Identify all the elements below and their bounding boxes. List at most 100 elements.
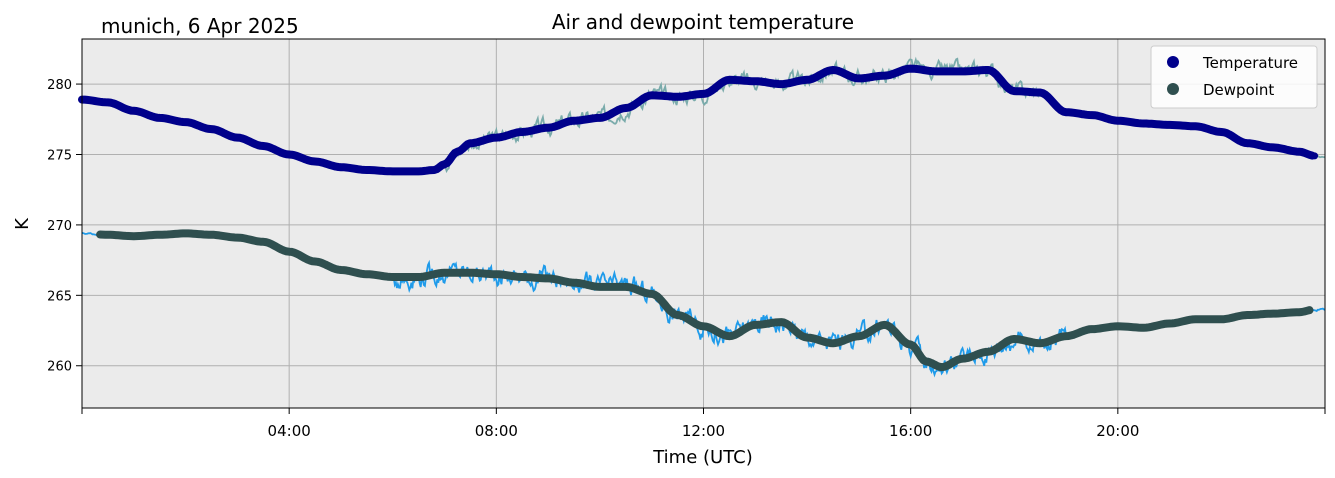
legend-marker-dewpoint — [1167, 83, 1179, 95]
data-point-dewpoint — [544, 274, 552, 282]
data-point-temperature — [1166, 121, 1174, 129]
data-point-dewpoint — [208, 231, 215, 239]
data-point-temperature — [233, 134, 241, 142]
data-point-temperature — [1140, 120, 1148, 127]
data-point-temperature — [622, 104, 630, 112]
data-point-temperature — [1062, 108, 1070, 116]
data-point-temperature — [208, 125, 215, 133]
data-point-dewpoint — [674, 311, 682, 319]
data-point-temperature — [1295, 148, 1303, 156]
data-point-temperature — [415, 167, 423, 175]
data-point-temperature — [674, 93, 682, 101]
data-point-dewpoint — [466, 269, 474, 277]
data-point-dewpoint — [518, 273, 526, 281]
data-point-dewpoint — [855, 332, 863, 340]
x-tick-label: 20:00 — [1096, 422, 1139, 440]
data-point-dewpoint — [363, 270, 371, 278]
data-point-dewpoint — [570, 279, 578, 287]
data-point-temperature — [751, 77, 759, 85]
chart-title: Air and dewpoint temperature — [552, 10, 854, 34]
data-point-temperature — [1010, 87, 1018, 95]
y-axis-ticks: 260 265 270 275 280 — [47, 78, 82, 375]
y-tick-label: 280 — [47, 78, 72, 93]
data-point-temperature — [259, 142, 267, 150]
data-point-dewpoint — [700, 322, 707, 330]
data-point-dewpoint — [829, 339, 837, 347]
legend: Temperature Dewpoint — [1150, 45, 1318, 109]
data-point-dewpoint — [1088, 325, 1096, 333]
data-point-temperature — [725, 76, 733, 84]
data-point-dewpoint — [130, 232, 138, 240]
data-point-temperature — [337, 163, 345, 171]
data-point-dewpoint — [1114, 322, 1122, 330]
x-tick-label: 16:00 — [889, 422, 932, 440]
chart-subtitle: munich, 6 Apr 2025 — [101, 14, 299, 38]
data-point-dewpoint — [182, 229, 190, 237]
data-point-dewpoint — [803, 334, 811, 342]
data-point-dewpoint — [1192, 315, 1199, 323]
data-point-temperature — [285, 151, 293, 158]
data-point-temperature — [803, 76, 811, 84]
data-point-temperature — [544, 124, 552, 132]
data-point-temperature — [1217, 128, 1225, 136]
data-point-dewpoint — [441, 269, 448, 277]
data-point-dewpoint — [725, 332, 733, 340]
data-point-temperature — [596, 114, 604, 122]
data-point-temperature — [1088, 111, 1096, 119]
data-point-dewpoint — [415, 273, 423, 281]
data-point-temperature — [984, 66, 992, 74]
legend-box — [1150, 45, 1318, 109]
data-point-temperature — [1036, 89, 1044, 96]
y-tick-label: 270 — [47, 219, 72, 234]
data-point-dewpoint — [1269, 310, 1277, 318]
data-point-dewpoint — [259, 238, 267, 246]
data-point-temperature — [959, 67, 966, 75]
smoothed-series-layer — [78, 64, 1319, 372]
data-point-dewpoint — [1062, 332, 1070, 340]
data-point-dewpoint — [492, 270, 500, 278]
data-point-dewpoint — [648, 290, 656, 298]
data-point-dewpoint — [389, 273, 397, 281]
legend-label-dewpoint: Dewpoint — [1203, 81, 1274, 99]
data-point-dewpoint — [233, 234, 241, 242]
data-point-dewpoint — [907, 341, 915, 349]
x-axis-label: Time (UTC) — [652, 447, 753, 468]
legend-label-temperature: Temperature — [1202, 54, 1298, 72]
data-point-dewpoint — [959, 355, 966, 363]
data-point-temperature — [648, 91, 656, 99]
data-point-dewpoint — [777, 318, 785, 326]
data-point-dewpoint — [922, 358, 930, 365]
data-point-temperature — [855, 74, 863, 82]
x-tick-label: 12:00 — [682, 422, 725, 440]
data-point-temperature — [104, 98, 112, 106]
data-point-dewpoint — [104, 231, 112, 239]
data-point-temperature — [907, 65, 915, 73]
data-point-temperature — [1192, 122, 1199, 130]
data-point-temperature — [881, 72, 889, 80]
x-tick-label: 04:00 — [268, 422, 311, 440]
data-point-dewpoint — [938, 363, 946, 371]
data-point-dewpoint — [311, 258, 319, 265]
data-point-temperature — [492, 134, 500, 142]
data-point-temperature — [389, 167, 397, 175]
legend-marker-temperature — [1167, 56, 1179, 68]
data-point-temperature — [430, 166, 438, 174]
data-point-dewpoint — [596, 283, 604, 291]
data-point-dewpoint — [622, 283, 630, 291]
data-point-temperature — [1114, 117, 1122, 125]
data-point-dewpoint — [285, 248, 293, 256]
data-point-dewpoint — [156, 231, 164, 239]
data-point-temperature — [454, 148, 461, 156]
data-point-temperature — [130, 107, 138, 115]
data-point-temperature — [1311, 152, 1319, 160]
data-point-temperature — [441, 160, 448, 168]
data-point-temperature — [1243, 139, 1251, 147]
data-point-dewpoint — [1217, 315, 1225, 323]
y-tick-label: 260 — [47, 360, 72, 375]
data-point-temperature — [933, 67, 941, 75]
data-point-dewpoint — [1166, 320, 1174, 327]
data-point-dewpoint — [1243, 311, 1251, 319]
data-point-temperature — [311, 158, 319, 165]
data-point-temperature — [700, 90, 707, 98]
